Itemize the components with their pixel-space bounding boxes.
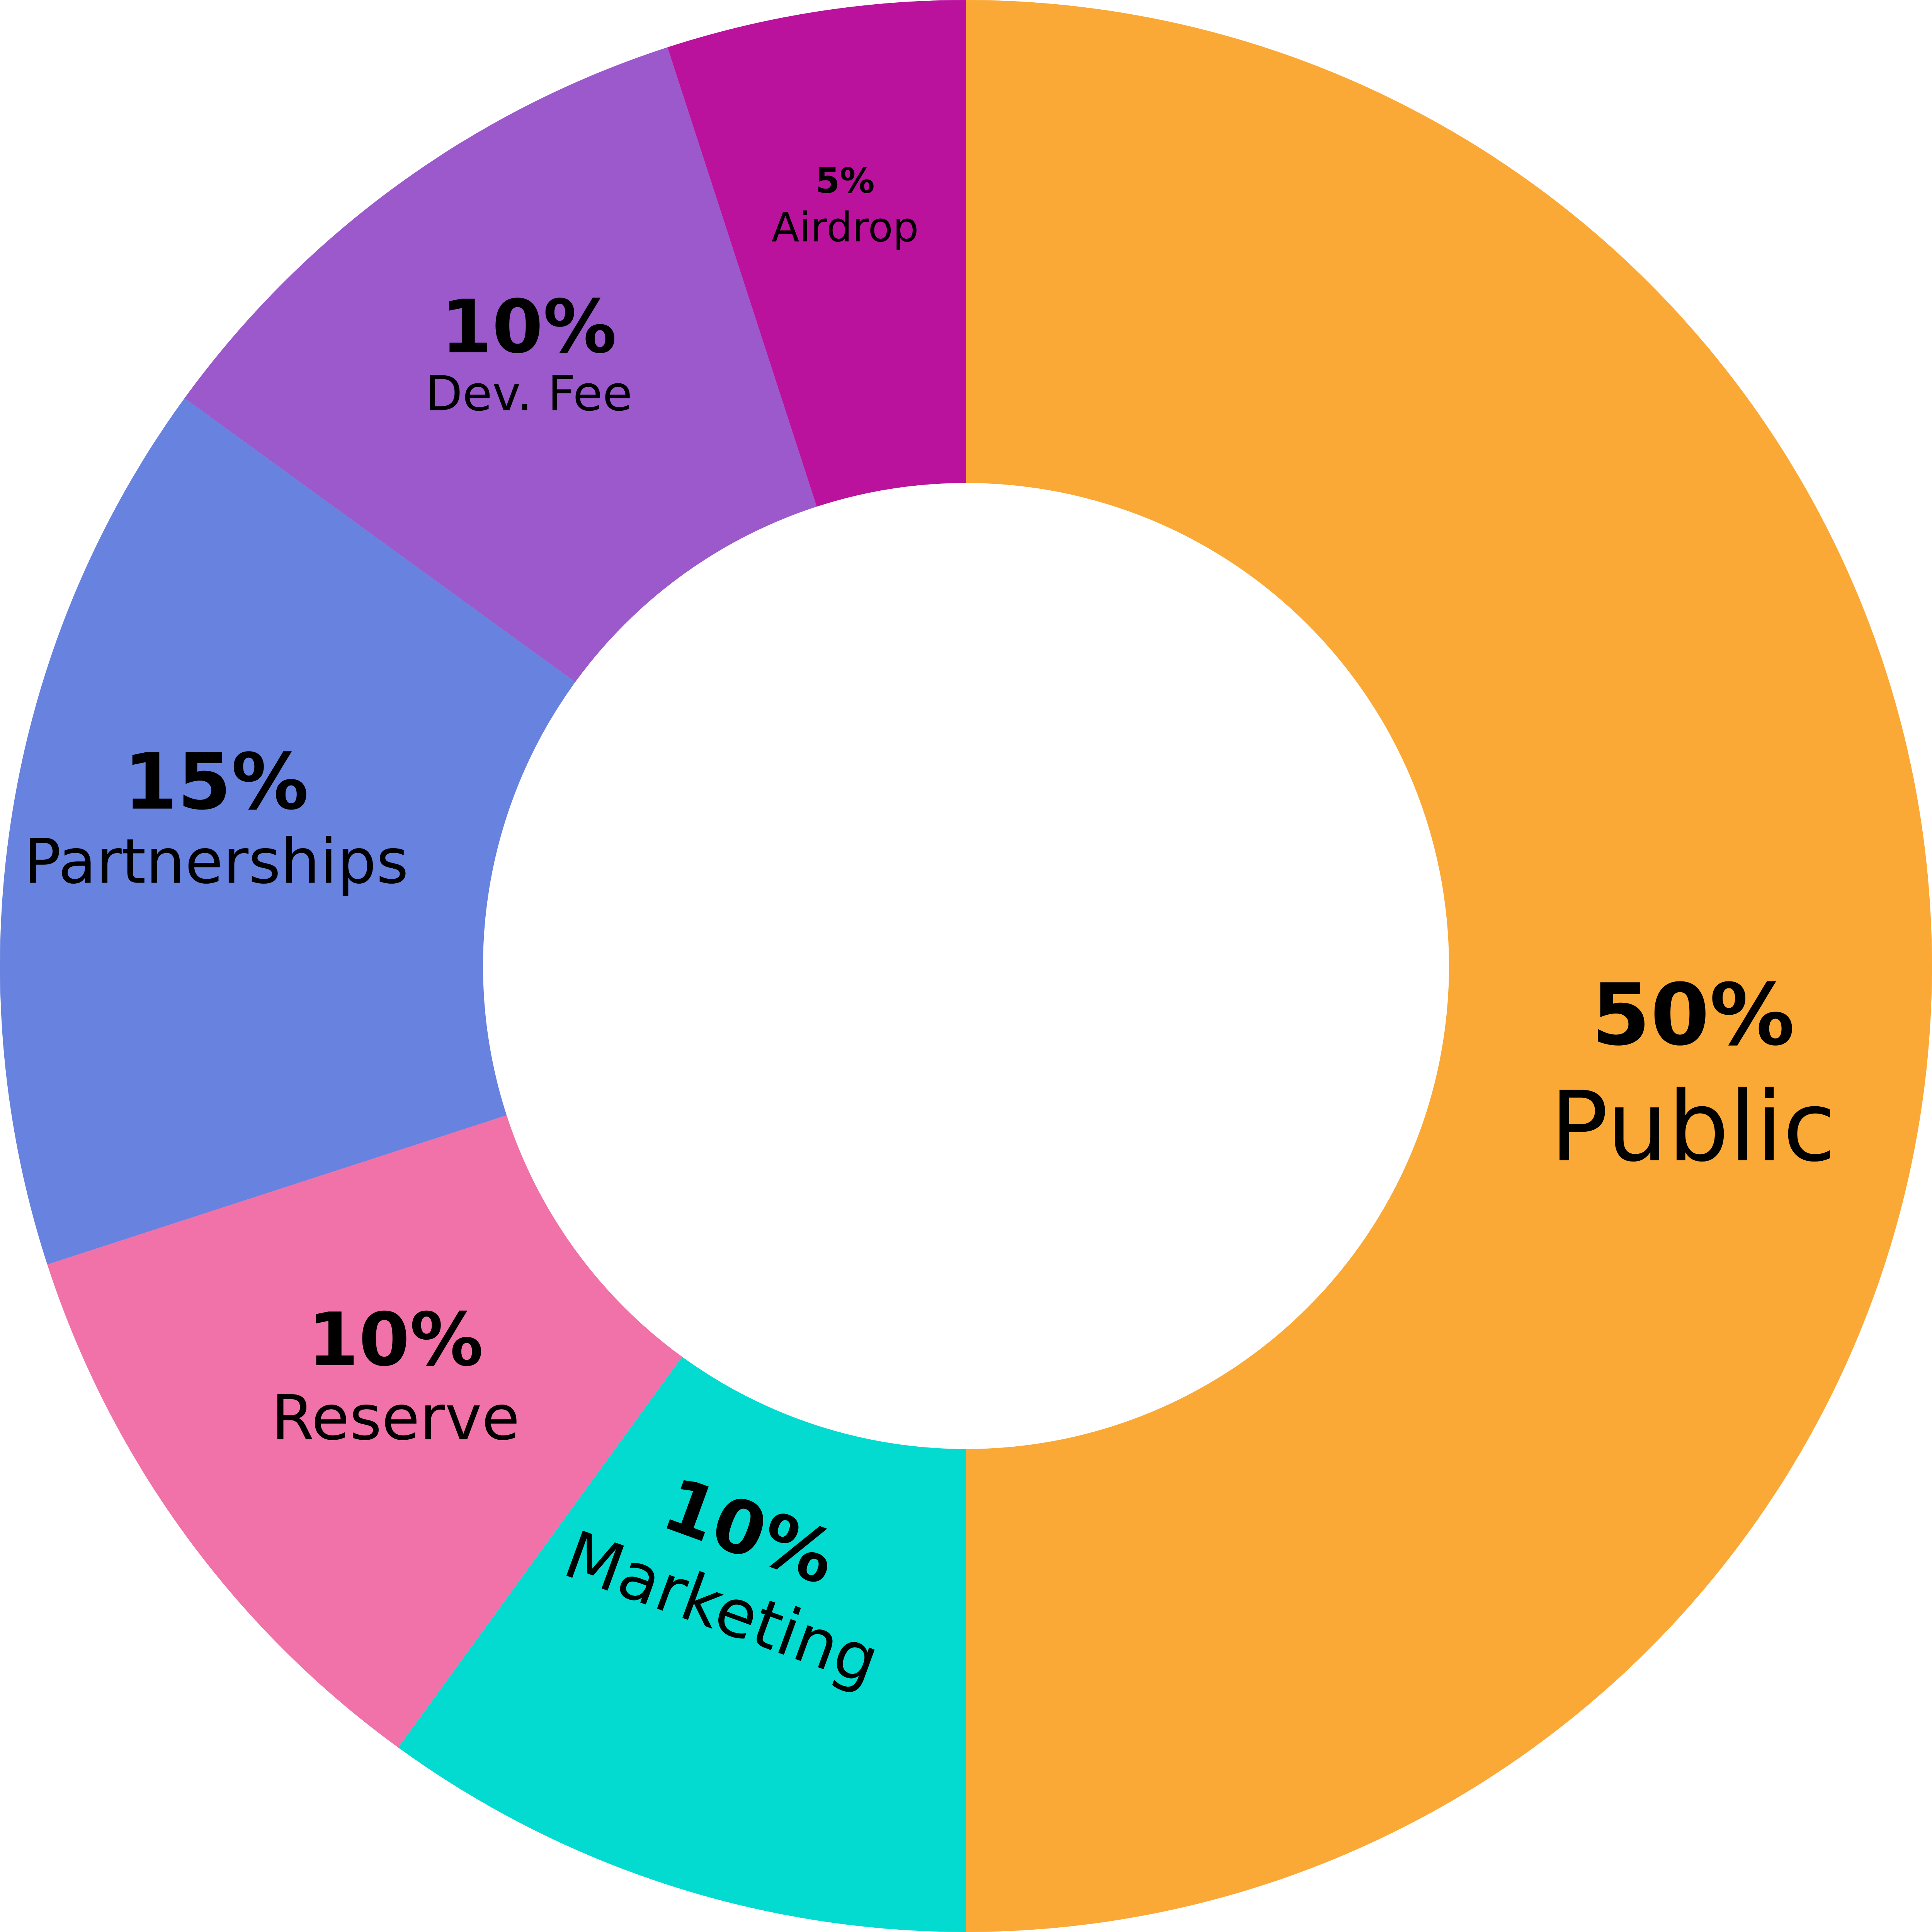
slice-partnerships <box>0 398 575 1265</box>
slice-dev-fee <box>184 47 817 682</box>
slice-label-reserve: 10%Reserve <box>271 1297 520 1454</box>
slice-name-reserve: Reserve <box>271 1382 520 1454</box>
donut-labels: 50%Public10%Marketing10%Reserve15%Partne… <box>24 160 1836 1700</box>
slice-value-reserve: 10% <box>308 1297 483 1383</box>
slice-name-dev-fee: Dev. Fee <box>425 366 633 422</box>
slice-name-partnerships: Partnerships <box>24 825 409 898</box>
slice-label-dev-fee: 10%Dev. Fee <box>425 284 633 422</box>
slice-value-partnerships: 15% <box>124 737 309 827</box>
slice-value-public: 50% <box>1591 966 1795 1065</box>
slice-public <box>966 0 1932 1932</box>
slice-marketing <box>398 1357 966 1932</box>
slice-name-airdrop: Airdrop <box>772 204 919 251</box>
slice-airdrop <box>667 0 966 507</box>
slice-label-airdrop: 5%Airdrop <box>772 160 919 251</box>
slice-label-public: 50%Public <box>1550 966 1836 1183</box>
slice-value-dev-fee: 10% <box>441 284 617 369</box>
slice-reserve <box>47 1115 682 1748</box>
slice-label-partnerships: 15%Partnerships <box>24 737 409 898</box>
slice-value-airdrop: 5% <box>816 160 875 201</box>
slice-name-public: Public <box>1550 1071 1836 1183</box>
